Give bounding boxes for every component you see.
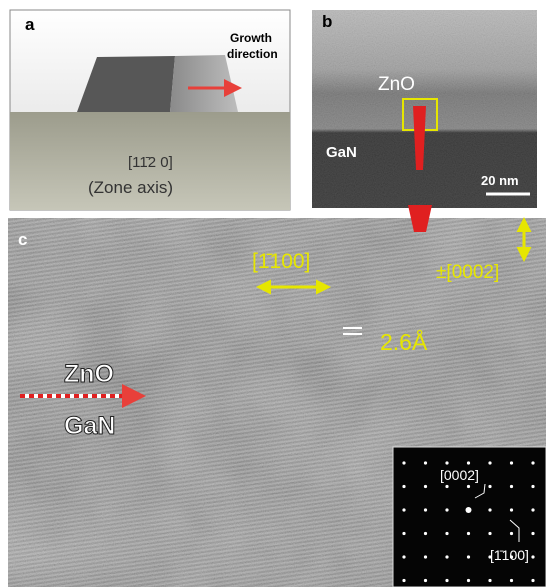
diffraction-spot	[531, 461, 534, 464]
diffraction-spot	[510, 579, 513, 582]
diffraction-spot	[445, 579, 448, 582]
diffraction-spot	[531, 532, 534, 535]
layer-label: ZnO	[64, 360, 114, 388]
diffraction-spot	[488, 532, 491, 535]
diffraction-spot	[402, 532, 405, 535]
diffraction-spot	[445, 461, 448, 464]
panel-label: a	[25, 15, 35, 34]
zone-axis-label: (Zone axis)	[88, 178, 173, 197]
panel-label: c	[18, 230, 27, 249]
diffraction-spot	[424, 485, 427, 488]
diffraction-spot	[531, 579, 534, 582]
diffraction-spot	[467, 485, 470, 488]
diffraction-spot	[424, 532, 427, 535]
layer-label: ZnO	[378, 74, 415, 95]
diffraction-inset: [0002] [1̄100]	[393, 447, 546, 587]
diffraction-spot	[488, 579, 491, 582]
layer-label: GaN	[64, 412, 115, 440]
scale-bar-label: 20 nm	[481, 173, 519, 188]
diffraction-spot	[488, 508, 491, 511]
diffraction-spot	[445, 555, 448, 558]
diffraction-spot	[445, 485, 448, 488]
layer-label: GaN	[326, 144, 357, 161]
diffraction-spot	[488, 485, 491, 488]
diffraction-spot	[402, 579, 405, 582]
panel-a: a Growth direction [11̄2 0] (Zone axis)	[10, 10, 290, 210]
diffraction-spot	[510, 461, 513, 464]
figure: a Growth direction [11̄2 0] (Zone axis) …	[0, 0, 546, 587]
diffraction-spot	[467, 579, 470, 582]
diffraction-spot	[402, 555, 405, 558]
inset-label: [1̄100]	[490, 547, 529, 563]
diffraction-spot	[510, 485, 513, 488]
diffraction-spot	[467, 532, 470, 535]
page: {"panel_a": {"label": "a", "annotation":…	[0, 0, 546, 587]
diffraction-spot	[531, 508, 534, 511]
diffraction-spot	[510, 508, 513, 511]
panel-label: b	[322, 12, 332, 31]
diffraction-spot	[424, 579, 427, 582]
diffraction-spot	[531, 555, 534, 558]
spacing-label: 2.6Å	[380, 328, 428, 355]
diffraction-spot	[466, 507, 472, 513]
direction-label: ±[0002]	[436, 262, 499, 283]
annotation: Growth	[230, 31, 272, 45]
annotation: direction	[227, 47, 278, 61]
diffraction-spot	[467, 555, 470, 558]
diffraction-spot	[424, 508, 427, 511]
diffraction-spot	[402, 508, 405, 511]
diffraction-spot	[402, 485, 405, 488]
inset-label: [0002]	[440, 467, 479, 483]
diffraction-spot	[445, 508, 448, 511]
direction-label: [1̄100]	[252, 250, 310, 273]
diffraction-spot	[445, 532, 448, 535]
diffraction-spot	[402, 461, 405, 464]
diffraction-spot	[531, 485, 534, 488]
diffraction-spot	[467, 461, 470, 464]
diffraction-spot	[424, 461, 427, 464]
diffraction-spot	[510, 532, 513, 535]
zone-axis: [11̄2 0]	[128, 154, 173, 171]
diffraction-spot	[424, 555, 427, 558]
diffraction-spot	[488, 461, 491, 464]
